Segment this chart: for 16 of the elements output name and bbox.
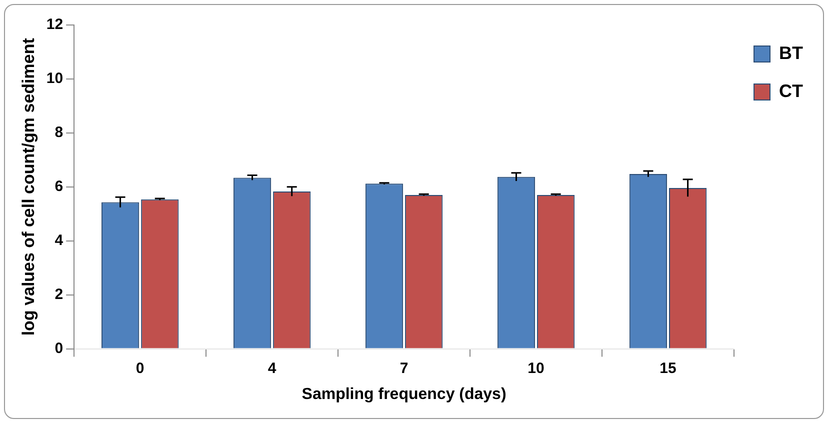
y-tick-label: 2 <box>54 286 64 303</box>
y-tick-label: 10 <box>46 70 64 88</box>
x-tick-label: 4 <box>268 360 277 377</box>
y-tick-label: 4 <box>54 232 64 250</box>
y-tick-label: 12 <box>46 16 64 34</box>
legend-label: CT <box>779 80 804 101</box>
x-tick-label: 10 <box>528 360 544 377</box>
x-tick-label: 0 <box>136 360 144 377</box>
x-tick-label: 7 <box>400 360 408 377</box>
y-tick-label: 6 <box>54 178 64 196</box>
x-tick-label: 15 <box>660 360 676 377</box>
y-axis-title: log values of cell count/gm sediment <box>18 38 38 336</box>
y-tick-label: 0 <box>54 340 64 357</box>
y-tick-label: 8 <box>54 124 64 142</box>
x-axis-title: Sampling frequency (days) <box>302 386 506 403</box>
legend-label: BT <box>779 42 804 63</box>
